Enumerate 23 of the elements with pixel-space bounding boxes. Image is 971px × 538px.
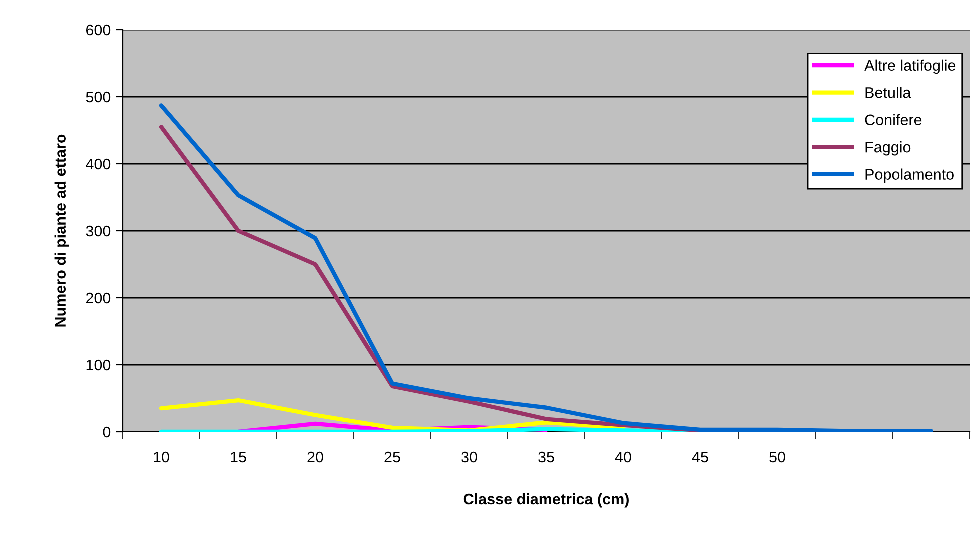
x-tick-label: 25 <box>384 452 400 463</box>
x-tick-label: 20 <box>308 452 324 463</box>
y-tick-label: 0 <box>103 426 111 438</box>
legend-label: Faggio <box>866 142 911 156</box>
y-tick-label: 200 <box>86 292 111 304</box>
x-tick-label: 45 <box>692 452 708 463</box>
x-axis-title: Classe diametrica (cm) <box>464 493 629 508</box>
legend-label: Altre latifoglie <box>864 60 956 74</box>
y-axis-title: Numero di piante ad ettaro <box>54 134 70 327</box>
y-tick-label: 600 <box>86 24 111 36</box>
x-tick-label: 10 <box>154 452 170 463</box>
legend-label: Popolamento <box>866 168 954 183</box>
y-tick-label: 500 <box>86 92 111 103</box>
y-tick-label: 100 <box>86 360 111 371</box>
x-tick-label: 35 <box>538 452 554 463</box>
y-tick-label: 300 <box>86 226 111 237</box>
legend-label: Betulla <box>866 87 912 98</box>
x-tick-label: 50 <box>770 452 786 463</box>
x-tick-label: 15 <box>231 452 246 463</box>
x-tick-label: 40 <box>615 452 632 463</box>
y-tick-label: 400 <box>86 158 111 170</box>
legend-label: Conifere <box>865 114 922 126</box>
x-tick-label: 30 <box>462 452 478 463</box>
